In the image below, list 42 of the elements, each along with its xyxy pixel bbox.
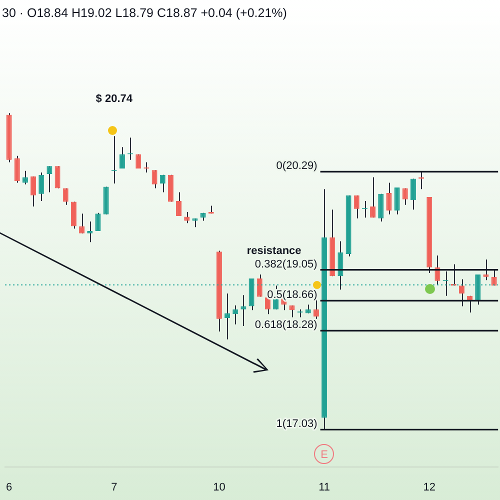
x-tick-label: 11 — [318, 481, 330, 494]
candlestick — [119, 146, 125, 170]
candlestick — [144, 162, 150, 173]
x-tick-label: 10 — [213, 481, 226, 494]
candlestick — [394, 187, 400, 215]
ref-line-label: 0(20.29) — [276, 160, 318, 172]
candlestick — [176, 192, 182, 216]
candlestick — [30, 176, 36, 207]
x-tick-label: 12 — [423, 481, 436, 494]
candlestick — [410, 178, 416, 210]
annotation: $ 20.74 — [96, 93, 134, 106]
candlestick — [483, 259, 489, 281]
x-tick-label: 6 — [6, 481, 12, 494]
candlestick — [87, 221, 93, 243]
candlestick — [491, 268, 497, 286]
candlestick — [70, 201, 76, 230]
candlestick — [160, 174, 166, 193]
candlestick — [79, 213, 85, 234]
ref-line-label: 0.382(19.05) — [254, 258, 318, 270]
candlestick — [46, 166, 52, 193]
annotation: resistance — [246, 244, 302, 257]
ref-line-label: 1(17.03) — [276, 418, 318, 430]
candlestick — [22, 170, 28, 185]
ref-line-label: 0.618(18.28) — [254, 319, 318, 332]
candlestick — [38, 172, 44, 202]
candlestick — [152, 170, 158, 189]
badge-icon: E — [314, 444, 334, 464]
candlestick — [95, 212, 101, 232]
candlestick — [386, 182, 392, 215]
candlestick — [240, 294, 246, 326]
candlestick — [458, 278, 464, 307]
candlestick — [370, 176, 376, 218]
text: 30 · O18.84 H19.02 L18.79 C18.87 +0.04 (+0.21%) — [2, 6, 287, 20]
candlestick — [224, 293, 230, 340]
candlestick — [354, 194, 360, 219]
candlestick — [256, 274, 262, 298]
candlestick — [62, 188, 68, 206]
x-tick-label: 7 — [111, 481, 118, 494]
candlestick — [232, 304, 238, 325]
candlestick — [402, 188, 408, 206]
candlestick — [14, 155, 20, 184]
candlestick — [378, 193, 384, 222]
